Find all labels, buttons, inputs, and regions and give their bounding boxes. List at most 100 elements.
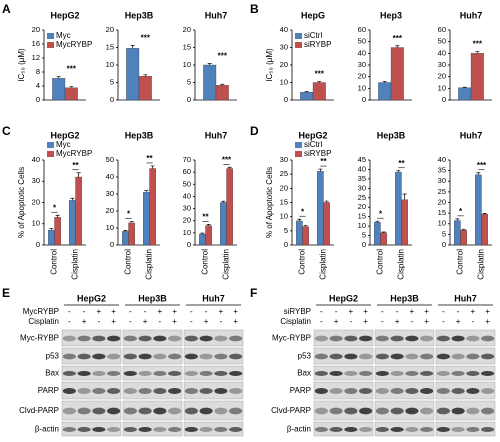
bar xyxy=(296,220,303,246)
y-tick-label: 60 xyxy=(358,25,366,34)
blot-band xyxy=(92,335,106,342)
y-tick-label: 30 xyxy=(438,60,446,69)
legend-swatch xyxy=(47,33,54,39)
blot-band xyxy=(123,353,137,360)
y-tick-label: 15 xyxy=(438,208,446,217)
legend-swatch xyxy=(295,151,302,157)
blot-band xyxy=(138,388,152,394)
blot-band xyxy=(390,388,404,394)
blot-band xyxy=(329,335,343,342)
x-tick-label: Cisplatin xyxy=(397,249,406,280)
error-bar xyxy=(476,172,481,175)
y-tick-label: 20 xyxy=(183,216,191,225)
blot-band xyxy=(62,427,76,432)
bar xyxy=(48,229,55,246)
blot-band xyxy=(184,371,198,376)
blot-strip xyxy=(435,400,496,421)
bar xyxy=(470,53,484,101)
y-tick-label: 30 xyxy=(32,176,40,185)
y-tick-label: 20 xyxy=(438,197,446,206)
blot-band xyxy=(138,335,152,342)
y-tick-label: 0 xyxy=(187,95,191,104)
chart-title: HepG xyxy=(301,10,325,20)
y-tick-label: 20 xyxy=(106,206,114,215)
treatment-sign: - xyxy=(335,307,338,316)
treatment-sign: + xyxy=(363,307,368,316)
blot-band xyxy=(123,335,137,342)
error-bar xyxy=(130,45,135,49)
error-bar xyxy=(396,170,401,173)
treatment-sign: - xyxy=(472,317,475,326)
significance: ** xyxy=(146,154,153,163)
blot-band xyxy=(214,407,228,415)
blot-strip xyxy=(183,400,244,421)
y-tick-label: 0 xyxy=(36,95,40,104)
y-tick-label: 0 xyxy=(110,95,114,104)
y-tick-label: 30 xyxy=(280,42,288,51)
blot-strip xyxy=(122,381,183,400)
error-bar xyxy=(304,91,309,93)
chart-title: Huh7 xyxy=(460,130,483,140)
treatment-sign: - xyxy=(220,317,223,326)
bar xyxy=(460,229,467,246)
blot-band xyxy=(92,388,106,394)
error-bar xyxy=(297,218,302,221)
y-tick-label: 20 xyxy=(358,202,366,211)
blot-band xyxy=(138,371,152,376)
bar xyxy=(64,87,78,101)
blot-band xyxy=(168,388,182,394)
blot-band xyxy=(138,353,152,360)
blot-band xyxy=(123,371,137,376)
blot-band xyxy=(329,427,343,432)
legend-swatch xyxy=(295,42,302,48)
y-tick-label: 5 xyxy=(284,226,288,235)
y-tick-label: 15 xyxy=(106,42,114,51)
error-bar xyxy=(221,200,226,203)
blot-band xyxy=(168,353,182,360)
treatment-sign: + xyxy=(485,317,490,326)
y-tick-label: 25 xyxy=(438,187,446,196)
error-bar xyxy=(200,232,205,235)
cell-line-label: Hep3B xyxy=(390,293,419,303)
blot-band xyxy=(153,407,167,415)
blot-strip xyxy=(313,400,374,421)
treatment-sign: + xyxy=(233,317,238,326)
bar xyxy=(205,225,212,246)
y-axis-label: % of Apoptotic Cells xyxy=(265,167,274,238)
blot-band xyxy=(77,371,91,376)
y-tick-label: 10 xyxy=(358,83,366,92)
y-tick-label: 30 xyxy=(358,183,366,192)
blot-strip xyxy=(374,329,435,347)
treatment-sign: + xyxy=(204,317,209,326)
bar xyxy=(454,220,461,246)
treatment-sign: - xyxy=(190,317,193,326)
blot-strip xyxy=(122,421,183,437)
blot-band xyxy=(329,407,343,415)
significance: *** xyxy=(315,70,325,79)
blot-band xyxy=(184,335,198,342)
legend-swatch xyxy=(47,142,54,148)
error-bar xyxy=(206,224,211,226)
treatment-sign: - xyxy=(411,317,414,326)
y-tick-label: 0 xyxy=(36,240,40,249)
blot-band xyxy=(199,388,213,394)
blot-band xyxy=(107,427,121,432)
treatment-sign: + xyxy=(363,317,368,326)
protein-label: Bax xyxy=(45,369,59,378)
error-bar xyxy=(69,86,74,88)
treatment-sign: + xyxy=(158,307,163,316)
y-tick-label: 10 xyxy=(32,219,40,228)
blot-band xyxy=(359,353,373,360)
treatment-label: Cisplatin xyxy=(28,317,59,326)
significance: ** xyxy=(202,212,209,221)
protein-label: β-actin xyxy=(287,425,311,434)
significance: * xyxy=(301,207,305,216)
blot-band xyxy=(390,427,404,432)
y-tick-label: 20 xyxy=(32,25,40,34)
chart-title: Huh7 xyxy=(460,10,483,20)
bar xyxy=(138,76,152,101)
blot-band xyxy=(390,371,404,376)
blot-band xyxy=(314,407,328,415)
panel-label: B xyxy=(250,2,259,16)
blot-band xyxy=(168,407,182,415)
